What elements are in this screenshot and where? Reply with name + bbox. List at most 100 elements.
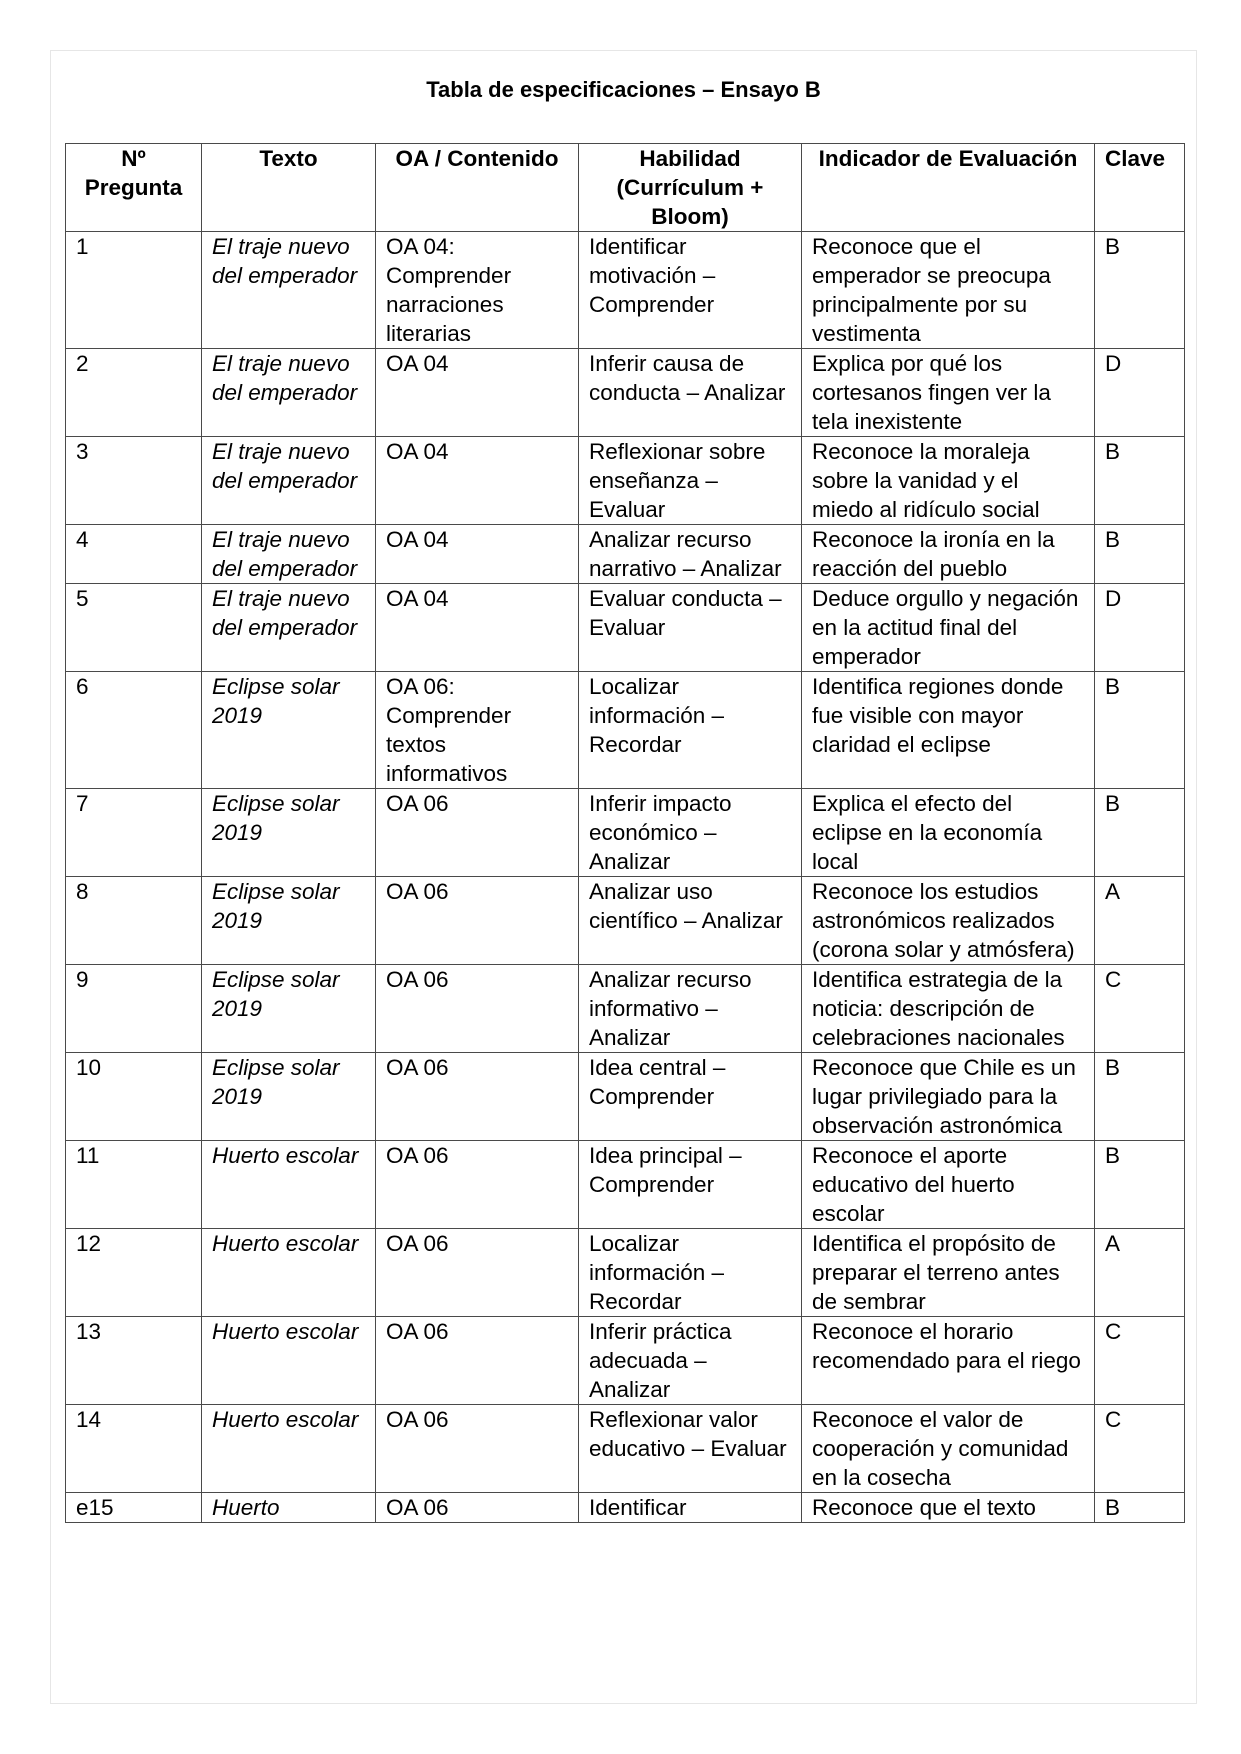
indicator-cell: Explica por qué los cortesanos fingen ve… <box>801 348 1095 437</box>
text-title-cell: Huerto escolar <box>201 1316 376 1405</box>
header-texto: Texto <box>201 143 376 232</box>
text-title-cell: Huerto escolar <box>201 1228 376 1317</box>
oa-content-cell: OA 04 <box>375 348 579 437</box>
table-row: 14 Huerto escolar OA 06 Reflexionar valor e… <box>65 1404 1185 1493</box>
text-title-cell: El traje nuevo del emperador <box>201 583 376 672</box>
document-page: Tabla de especificaciones – Ensayo B Nº … <box>50 50 1197 1704</box>
skill-cell: Analizar uso científico – Analizar <box>578 876 802 965</box>
answer-key-cell: B <box>1094 1052 1185 1141</box>
answer-key-cell: C <box>1094 1404 1185 1493</box>
oa-content-cell: OA 06 <box>375 1316 579 1405</box>
answer-key-cell: C <box>1094 964 1185 1053</box>
header-indicador: Indicador de Evaluación <box>801 143 1095 232</box>
oa-content-cell: OA 04: Comprender narraciones literarias <box>375 231 579 349</box>
question-number-cell: 6 <box>65 671 202 789</box>
header-clave: Clave <box>1094 143 1185 232</box>
indicator-cell: Reconoce que el texto <box>801 1492 1095 1523</box>
text-title-cell: Eclipse solar 2019 <box>201 788 376 877</box>
text-title-cell: Huerto escolar <box>201 1140 376 1229</box>
table-row: 11 Huerto escolar OA 06 Idea principal – Co… <box>65 1140 1185 1229</box>
answer-key-cell: A <box>1094 876 1185 965</box>
question-number-cell: 8 <box>65 876 202 965</box>
text-title-cell: El traje nuevo del emperador <box>201 348 376 437</box>
oa-content-cell: OA 06 <box>375 788 579 877</box>
question-number-cell: e15 <box>65 1492 202 1523</box>
indicator-cell: Identifica el propósito de preparar el t… <box>801 1228 1095 1317</box>
indicator-cell: Reconoce que el emperador se preocupa pr… <box>801 231 1095 349</box>
skill-cell: Localizar información – Recordar <box>578 1228 802 1317</box>
answer-key-cell: B <box>1094 671 1185 789</box>
text-title-cell: Eclipse solar 2019 <box>201 671 376 789</box>
indicator-cell: Identifica regiones donde fue visible co… <box>801 671 1095 789</box>
question-number-cell: 5 <box>65 583 202 672</box>
indicator-cell: Deduce orgullo y negación en la actitud … <box>801 583 1095 672</box>
answer-key-cell: C <box>1094 1316 1185 1405</box>
table-row: 4 El traje nuevo del emperador OA 04 Analiz… <box>65 524 1185 584</box>
answer-key-cell: B <box>1094 1140 1185 1229</box>
question-number-cell: 4 <box>65 524 202 584</box>
skill-cell: Analizar recurso narrativo – Analizar <box>578 524 802 584</box>
skill-cell: Identificar motivación – Comprender <box>578 231 802 349</box>
text-title-cell: El traje nuevo del emperador <box>201 524 376 584</box>
text-title-cell: Eclipse solar 2019 <box>201 964 376 1053</box>
text-title-cell: El traje nuevo del emperador <box>201 436 376 525</box>
skill-cell: Idea central – Comprender <box>578 1052 802 1141</box>
indicator-cell: Reconoce la ironía en la reacción del pu… <box>801 524 1095 584</box>
skill-cell: Inferir impacto económico – Analizar <box>578 788 802 877</box>
question-number-cell: 7 <box>65 788 202 877</box>
text-title-cell: El traje nuevo del emperador <box>201 231 376 349</box>
answer-key-cell: D <box>1094 583 1185 672</box>
skill-cell: Inferir causa de conducta – Analizar <box>578 348 802 437</box>
question-number-cell: 1 <box>65 231 202 349</box>
table-row: 1 El traje nuevo del emperador OA 04: Comp… <box>65 231 1185 349</box>
table-row: 5 El traje nuevo del emperador OA 04 Evalua… <box>65 583 1185 672</box>
question-number-cell: 2 <box>65 348 202 437</box>
indicator-cell: Reconoce el horario recomendado para el … <box>801 1316 1095 1405</box>
oa-content-cell: OA 04 <box>375 524 579 584</box>
table-row: e15 Huerto OA 06 Identificar Reconoce que el… <box>65 1492 1185 1523</box>
page-title: Tabla de especificaciones – Ensayo B <box>426 77 821 102</box>
oa-content-cell: OA 06 <box>375 876 579 965</box>
answer-key-cell: D <box>1094 348 1185 437</box>
specifications-table: Nº Pregunta Texto OA / Contenido Habilid… <box>65 143 1185 1523</box>
skill-cell: Identificar <box>578 1492 802 1523</box>
oa-content-cell: OA 06 <box>375 1492 579 1523</box>
indicator-cell: Reconoce que Chile es un lugar privilegi… <box>801 1052 1095 1141</box>
text-title-cell: Eclipse solar 2019 <box>201 876 376 965</box>
oa-content-cell: OA 04 <box>375 436 579 525</box>
text-title-cell: Eclipse solar 2019 <box>201 1052 376 1141</box>
table-row: 2 El traje nuevo del emperador OA 04 Inferi… <box>65 348 1185 437</box>
oa-content-cell: OA 06: Comprender textos informativos <box>375 671 579 789</box>
oa-content-cell: OA 06 <box>375 1404 579 1493</box>
skill-cell: Reflexionar valor educativo – Evaluar <box>578 1404 802 1493</box>
table-row: 3 El traje nuevo del emperador OA 04 Reflex… <box>65 436 1185 525</box>
table-row: 8 Eclipse solar 2019 OA 06 Analizar uso cie… <box>65 876 1185 965</box>
skill-cell: Analizar recurso informativo – Analizar <box>578 964 802 1053</box>
header-oa: OA / Contenido <box>375 143 579 232</box>
answer-key-cell: B <box>1094 524 1185 584</box>
answer-key-cell: B <box>1094 436 1185 525</box>
question-number-cell: 13 <box>65 1316 202 1405</box>
question-number-cell: 12 <box>65 1228 202 1317</box>
skill-cell: Evaluar conducta – Evaluar <box>578 583 802 672</box>
header-pregunta: Nº Pregunta <box>65 143 202 232</box>
indicator-cell: Reconoce el valor de cooperación y comun… <box>801 1404 1095 1493</box>
question-number-cell: 9 <box>65 964 202 1053</box>
answer-key-cell: B <box>1094 1492 1185 1523</box>
table-row: 9 Eclipse solar 2019 OA 06 Analizar recurso… <box>65 964 1185 1053</box>
oa-content-cell: OA 06 <box>375 964 579 1053</box>
indicator-cell: Reconoce los estudios astronómicos reali… <box>801 876 1095 965</box>
answer-key-cell: B <box>1094 788 1185 877</box>
skill-cell: Reflexionar sobre enseñanza – Evaluar <box>578 436 802 525</box>
oa-content-cell: OA 06 <box>375 1052 579 1141</box>
question-number-cell: 3 <box>65 436 202 525</box>
indicator-cell: Explica el efecto del eclipse en la econ… <box>801 788 1095 877</box>
answer-key-cell: B <box>1094 231 1185 349</box>
indicator-cell: Reconoce la moraleja sobre la vanidad y … <box>801 436 1095 525</box>
question-number-cell: 10 <box>65 1052 202 1141</box>
skill-cell: Idea principal – Comprender <box>578 1140 802 1229</box>
oa-content-cell: OA 06 <box>375 1140 579 1229</box>
oa-content-cell: OA 04 <box>375 583 579 672</box>
text-title-cell: Huerto escolar <box>201 1404 376 1493</box>
skill-cell: Localizar información – Recordar <box>578 671 802 789</box>
